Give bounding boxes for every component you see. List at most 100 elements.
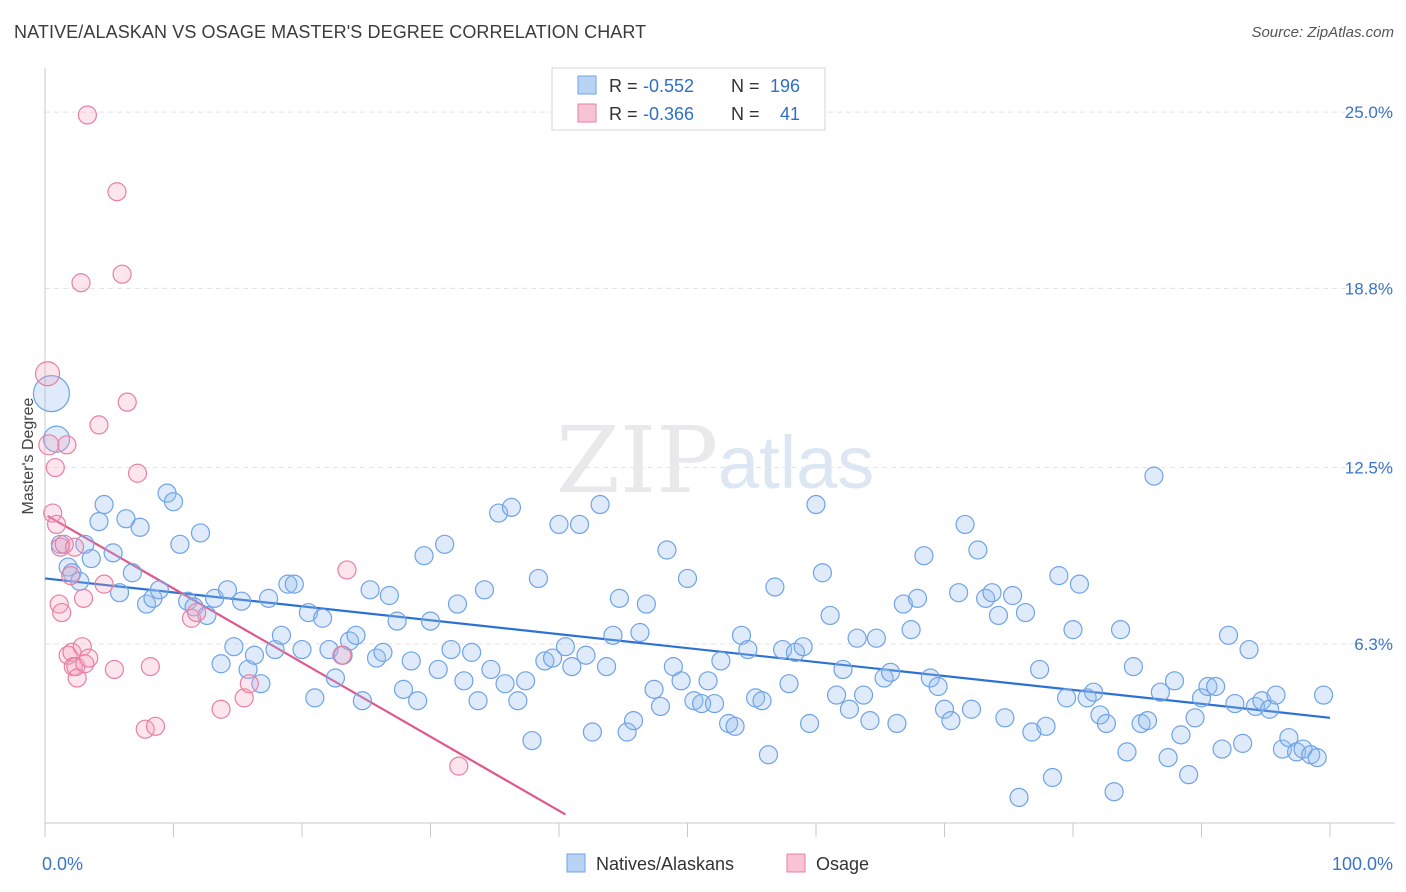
natives-point: [165, 493, 183, 511]
natives-point: [1145, 467, 1163, 485]
x-tick-label: 100.0%: [1332, 854, 1393, 874]
natives-point: [637, 595, 655, 613]
osage-point: [80, 649, 98, 667]
natives-point: [631, 623, 649, 641]
natives-point: [442, 641, 460, 659]
natives-point: [550, 515, 568, 533]
top-legend: R = -0.552 N = 196 R = -0.366 N = 41: [552, 68, 825, 130]
natives-point: [353, 692, 371, 710]
natives-point: [699, 672, 717, 690]
legend-r-value-natives: -0.552: [643, 76, 694, 96]
natives-point: [794, 638, 812, 656]
natives-point: [726, 717, 744, 735]
natives-point: [625, 712, 643, 730]
watermark-atlas: atlas: [718, 421, 874, 504]
natives-point: [705, 695, 723, 713]
watermark-zip: ZIP: [556, 407, 718, 514]
osage-point: [90, 416, 108, 434]
natives-point: [658, 541, 676, 559]
natives-point: [828, 686, 846, 704]
natives-point: [915, 547, 933, 565]
natives-point: [807, 496, 825, 514]
osage-point: [333, 646, 351, 664]
natives-point: [766, 578, 784, 596]
natives-point: [475, 581, 493, 599]
natives-point: [989, 606, 1007, 624]
natives-point: [131, 518, 149, 536]
natives-point: [529, 569, 547, 587]
natives-point: [610, 589, 628, 607]
natives-point: [739, 641, 757, 659]
natives-point: [233, 592, 251, 610]
natives-point: [1058, 689, 1076, 707]
natives-point: [95, 496, 113, 514]
bottom-legend-swatch-osage: [787, 854, 805, 872]
natives-point: [1308, 749, 1326, 767]
osage-point: [240, 675, 258, 693]
natives-point: [1159, 749, 1177, 767]
legend-r-value-osage: -0.366: [643, 104, 694, 124]
osage-point: [66, 538, 84, 556]
osage-point: [75, 589, 93, 607]
osage-point: [58, 436, 76, 454]
natives-point: [1240, 641, 1258, 659]
osage-point: [105, 660, 123, 678]
natives-point: [598, 658, 616, 676]
legend-n-label-natives: N =: [731, 76, 760, 96]
natives-point: [469, 692, 487, 710]
osage-point: [72, 274, 90, 292]
natives-point: [1315, 686, 1333, 704]
natives-point: [374, 643, 392, 661]
natives-point: [712, 652, 730, 670]
natives-point: [1010, 788, 1028, 806]
natives-point: [983, 584, 1001, 602]
natives-point: [455, 672, 473, 690]
natives-point: [517, 672, 535, 690]
natives-point: [556, 638, 574, 656]
natives-point: [191, 524, 209, 542]
natives-point: [1105, 783, 1123, 801]
osage-point: [46, 459, 64, 477]
osage-point: [118, 393, 136, 411]
natives-point: [482, 660, 500, 678]
natives-point: [1112, 621, 1130, 639]
osage-point: [53, 604, 71, 622]
natives-point: [604, 626, 622, 644]
y-tick-labels: 25.0%18.8%12.5%6.3%: [1345, 103, 1393, 654]
natives-point: [1234, 734, 1252, 752]
natives-point: [1267, 686, 1285, 704]
natives-point: [591, 496, 609, 514]
natives-point: [314, 609, 332, 627]
natives-point: [1070, 575, 1088, 593]
natives-point: [225, 638, 243, 656]
natives-point: [583, 723, 601, 741]
natives-point: [1004, 587, 1022, 605]
natives-point: [285, 575, 303, 593]
scatter-chart: ZIP atlas 25.0%18.8%12.5%6.3% 0.0% 100.0%…: [0, 0, 1406, 892]
natives-point: [645, 680, 663, 698]
y-tick-label: 25.0%: [1345, 103, 1393, 122]
natives-point: [780, 675, 798, 693]
osage-point: [141, 658, 159, 676]
y-tick-label: 18.8%: [1345, 279, 1393, 298]
natives-point: [679, 569, 697, 587]
natives-point: [1180, 766, 1198, 784]
natives-point: [848, 629, 866, 647]
x-tick-label: 0.0%: [42, 854, 83, 874]
legend-n-value-natives: 196: [770, 76, 800, 96]
natives-point: [82, 550, 100, 568]
legend-swatch-osage: [578, 104, 596, 122]
natives-point: [902, 621, 920, 639]
natives-point: [1166, 672, 1184, 690]
natives-point: [882, 663, 900, 681]
natives-point: [867, 629, 885, 647]
natives-point: [834, 660, 852, 678]
natives-point: [821, 606, 839, 624]
natives-point: [855, 686, 873, 704]
natives-point: [326, 669, 344, 687]
natives-point: [577, 646, 595, 664]
natives-point: [962, 700, 980, 718]
natives-point: [496, 675, 514, 693]
natives-point: [1219, 626, 1237, 644]
natives-point: [1031, 660, 1049, 678]
